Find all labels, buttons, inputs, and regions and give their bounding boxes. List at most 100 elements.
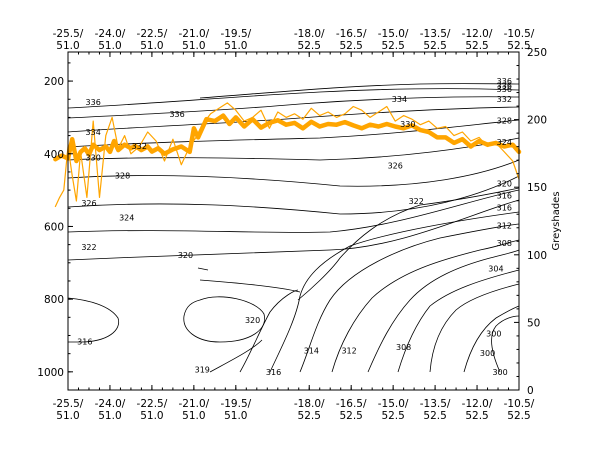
contour-line (491, 315, 520, 373)
right-axis-title: Greyshades (551, 191, 562, 250)
x-tick-top-lon: -22.5/ (137, 28, 168, 40)
contour-line (67, 297, 120, 343)
tick-labels: -25.5/51.0-25.5/51.0-24.0/51.0-24.0/51.0… (37, 28, 547, 422)
x-tick-top-lon: -19.5/ (220, 28, 251, 40)
contour-line (331, 239, 520, 373)
contour-label: 324 (119, 214, 134, 223)
x-tick-bottom-lat: 51.0 (224, 410, 247, 422)
contour-label: 336 (497, 85, 512, 94)
y-tick-left-label: 800 (44, 294, 64, 306)
contour-label: 330 (400, 120, 415, 129)
x-tick-bottom-lat: 52.5 (339, 410, 362, 422)
x-tick-bottom-lon: -16.5/ (336, 398, 367, 410)
contour-line (463, 305, 520, 373)
contour-line (67, 159, 520, 187)
contour-labels: 3363363363323283243203163163123083043003… (77, 77, 512, 377)
x-tick-top-lon: -21.0/ (179, 28, 210, 40)
contour-line (429, 283, 520, 373)
series-lines (53, 102, 522, 208)
contour-label: 332 (497, 95, 512, 104)
contour-line (67, 106, 520, 133)
x-tick-bottom-lon: -22.5/ (137, 398, 168, 410)
y-tick-right-label: 150 (527, 182, 547, 194)
x-tick-top-lat: 51.0 (56, 40, 79, 52)
series-line-thin (54, 102, 520, 208)
x-tick-bottom-lon: -10.5/ (504, 398, 535, 410)
series-line-thick (53, 113, 522, 164)
contour-label: 336 (497, 81, 512, 90)
x-tick-top-lat: 51.0 (140, 40, 163, 52)
contour-label: 330 (86, 153, 101, 162)
y-tick-left-label: 400 (44, 149, 64, 161)
y-tick-right-label: 200 (527, 115, 547, 127)
contour-line (199, 83, 520, 99)
x-tick-bottom-lat: 52.5 (423, 410, 446, 422)
x-tick-top-lon: -13.5/ (420, 28, 451, 40)
contour-line (209, 339, 263, 373)
x-tick-top-lat: 51.0 (182, 40, 205, 52)
x-tick-top-lat: 52.5 (381, 40, 404, 52)
contour-label: 336 (169, 110, 184, 119)
y-tick-left-label: 600 (44, 221, 64, 233)
x-tick-bottom-lon: -19.5/ (220, 398, 251, 410)
contour-label: 304 (488, 265, 503, 274)
contour-label: 328 (497, 116, 512, 125)
x-tick-top-lon: -10.5/ (504, 28, 535, 40)
contour-label: 316 (266, 368, 281, 377)
contour-line (67, 199, 520, 261)
contour-label: 319 (195, 365, 210, 374)
contour-line (367, 249, 520, 373)
x-tick-bottom-lat: 51.0 (56, 410, 79, 422)
contour-label: 316 (497, 204, 512, 213)
y-tick-right-label: 50 (527, 317, 540, 329)
x-tick-top-lon: -12.0/ (462, 28, 493, 40)
contour-label: 320 (497, 180, 512, 189)
y-tick-right-label: 250 (527, 47, 547, 59)
contour-line (299, 223, 520, 373)
x-tick-bottom-lat: 52.5 (465, 410, 488, 422)
contour-line (67, 137, 520, 161)
contour-line (67, 175, 520, 215)
x-tick-bottom-lon: -25.5/ (53, 398, 84, 410)
x-tick-bottom-lon: -12.0/ (462, 398, 493, 410)
x-tick-bottom-lon: -13.5/ (420, 398, 451, 410)
contour-line (67, 96, 520, 119)
contour-label: 312 (341, 347, 356, 356)
contour-line (67, 119, 520, 148)
contour-label: 326 (388, 161, 403, 170)
axes (67, 51, 520, 391)
x-tick-top-lon: -24.0/ (95, 28, 126, 40)
x-tick-bottom-lat: 52.5 (298, 410, 321, 422)
x-tick-bottom-lat: 51.0 (182, 410, 205, 422)
contour-line (67, 88, 520, 109)
contour-line (197, 267, 209, 271)
contour-label: 308 (497, 239, 512, 248)
contour-label: 300 (486, 330, 501, 339)
x-tick-bottom-lon: -15.0/ (378, 398, 409, 410)
x-tick-top-lat: 52.5 (339, 40, 362, 52)
contour-label: 312 (497, 222, 512, 231)
x-tick-top-lat: 52.5 (298, 40, 321, 52)
contour-label: 328 (115, 172, 130, 181)
contour-label: 316 (497, 192, 512, 201)
contour-line (297, 187, 520, 301)
contour-line (199, 279, 301, 293)
x-tick-bottom-lon: -21.0/ (179, 398, 210, 410)
y-tick-right-label: 100 (527, 250, 547, 262)
x-tick-bottom-lat: 52.5 (507, 410, 530, 422)
x-tick-top-lon: -25.5/ (53, 28, 84, 40)
contour-label: 324 (497, 138, 512, 147)
x-tick-top-lat: 52.5 (465, 40, 488, 52)
contour-line (269, 211, 520, 373)
contour-label: 326 (81, 199, 96, 208)
contour-lines (67, 83, 520, 373)
contour-label: 320 (245, 316, 260, 325)
plot-frame (67, 51, 520, 391)
contour-line (397, 269, 520, 373)
contour-label: 316 (77, 338, 92, 347)
contour-label: 308 (396, 343, 411, 352)
contour-label: 322 (81, 243, 96, 252)
x-tick-top-lon: -15.0/ (378, 28, 409, 40)
y-tick-left-label: 200 (44, 76, 64, 88)
